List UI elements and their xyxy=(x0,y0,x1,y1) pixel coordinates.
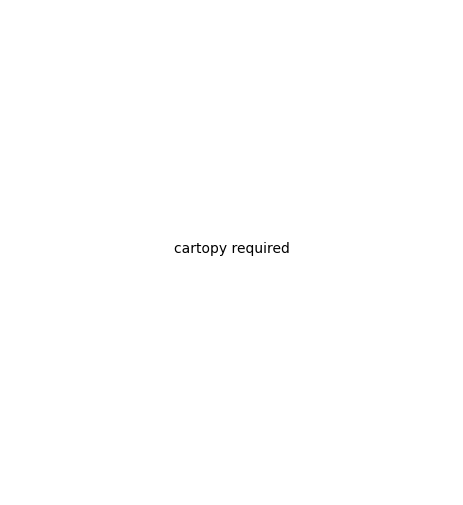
Text: cartopy required: cartopy required xyxy=(174,241,289,256)
